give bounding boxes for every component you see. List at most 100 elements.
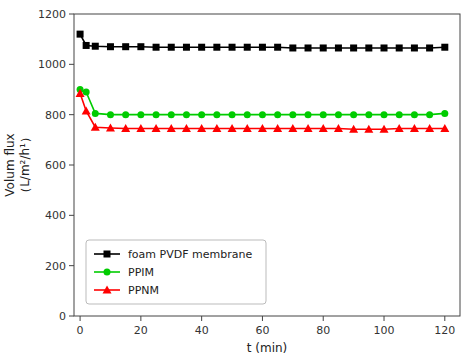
- point: [213, 111, 220, 118]
- point: [441, 110, 448, 117]
- point: [137, 111, 144, 118]
- legend-label: foam PVDF membrane: [128, 248, 252, 261]
- point: [198, 44, 205, 51]
- point: [364, 125, 373, 133]
- y-tick-label: 800: [45, 109, 66, 122]
- point: [288, 124, 297, 132]
- point: [107, 111, 114, 118]
- point: [411, 44, 418, 51]
- point: [168, 44, 175, 51]
- y-tick: [69, 114, 74, 115]
- point: [167, 124, 176, 132]
- point: [153, 111, 160, 118]
- point: [441, 44, 448, 51]
- x-tick: [444, 316, 445, 321]
- x-tick: [201, 316, 202, 321]
- point: [304, 124, 313, 132]
- point: [213, 44, 220, 51]
- point: [426, 111, 433, 118]
- point: [91, 123, 100, 131]
- point: [229, 111, 236, 118]
- x-tick: [384, 316, 385, 321]
- legend-label: PPNM: [128, 284, 159, 297]
- point: [305, 111, 312, 118]
- point: [212, 124, 221, 132]
- point: [319, 124, 328, 132]
- legend-marker: [103, 286, 112, 294]
- point: [182, 124, 191, 132]
- series-line: [80, 93, 445, 129]
- point: [92, 110, 99, 117]
- y-tick-label: 1000: [38, 58, 66, 71]
- point: [92, 43, 99, 50]
- point: [122, 111, 129, 118]
- point: [198, 111, 205, 118]
- point: [183, 111, 190, 118]
- point: [349, 125, 358, 133]
- point: [320, 111, 327, 118]
- y-tick: [69, 265, 74, 266]
- x-tick-label: 0: [77, 324, 84, 337]
- point: [258, 124, 267, 132]
- point: [244, 44, 251, 51]
- x-tick-label: 20: [134, 324, 148, 337]
- point: [365, 44, 372, 51]
- point: [425, 124, 434, 132]
- plot-data: [76, 31, 450, 133]
- point: [228, 124, 237, 132]
- point: [365, 111, 372, 118]
- point: [335, 44, 342, 51]
- x-axis-label: t (min): [247, 341, 288, 355]
- legend-marker: [104, 251, 111, 258]
- point: [289, 44, 296, 51]
- y-tick-label: 0: [59, 310, 66, 323]
- point: [440, 124, 449, 132]
- point: [106, 124, 115, 132]
- y-tick: [69, 165, 74, 166]
- x-tick: [140, 316, 141, 321]
- point: [381, 111, 388, 118]
- point: [197, 124, 206, 132]
- point: [229, 44, 236, 51]
- series-line: [80, 90, 445, 115]
- point: [305, 44, 312, 51]
- point: [273, 124, 282, 132]
- legend-label: PPIM: [128, 266, 154, 279]
- point: [395, 124, 404, 132]
- point: [411, 111, 418, 118]
- point: [183, 44, 190, 51]
- y-tick-label: 200: [45, 260, 66, 273]
- point: [136, 124, 145, 132]
- point: [107, 43, 114, 50]
- point: [82, 106, 91, 114]
- y-tick-label: 400: [45, 209, 66, 222]
- y-tick: [69, 215, 74, 216]
- y-axis-label: Volum flux（L/m²/h¹）: [3, 131, 32, 199]
- point: [153, 44, 160, 51]
- x-tick-label: 60: [255, 324, 269, 337]
- x-tick: [80, 316, 81, 321]
- point: [334, 124, 343, 132]
- point: [244, 111, 251, 118]
- point: [380, 125, 389, 133]
- x-tick-label: 40: [195, 324, 209, 337]
- x-tick-label: 80: [316, 324, 330, 337]
- legend-box: [86, 240, 266, 304]
- y-tick: [69, 64, 74, 65]
- point: [83, 89, 90, 96]
- x-tick-label: 100: [374, 324, 395, 337]
- point: [274, 111, 281, 118]
- point: [426, 44, 433, 51]
- point: [168, 111, 175, 118]
- legend: foam PVDF membrane PPIM PPNM: [86, 240, 266, 304]
- point: [122, 43, 129, 50]
- point: [152, 124, 161, 132]
- point: [350, 111, 357, 118]
- x-tick-label: 120: [434, 324, 455, 337]
- point: [243, 124, 252, 132]
- point: [350, 44, 357, 51]
- y-tick-label: 600: [45, 159, 66, 172]
- point: [396, 111, 403, 118]
- y-tick: [69, 316, 74, 317]
- point: [83, 42, 90, 49]
